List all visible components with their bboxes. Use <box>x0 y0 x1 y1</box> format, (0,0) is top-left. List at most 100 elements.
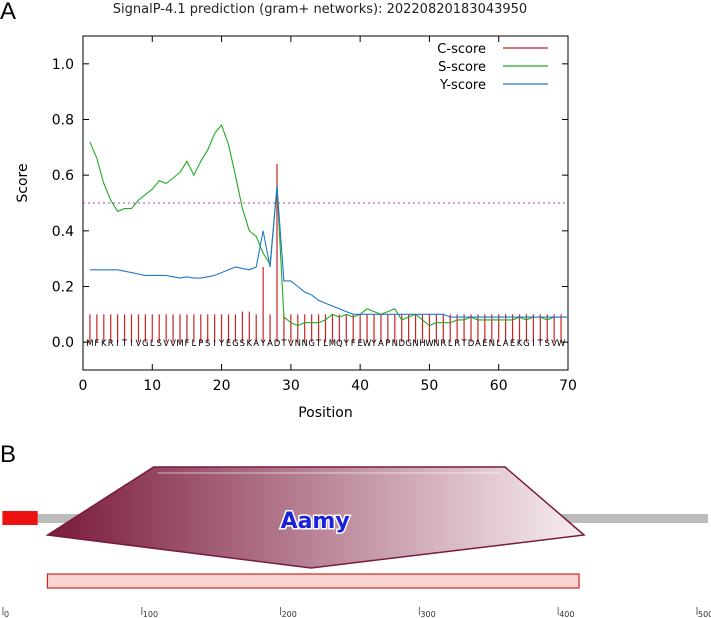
residue-label: T <box>121 339 128 349</box>
residue-label: K <box>517 339 523 349</box>
residue-label: W <box>363 339 372 349</box>
signal-peptide-block <box>2 511 38 525</box>
residue-label: G <box>308 339 315 349</box>
scale-tick-label: 400 <box>559 610 574 618</box>
residue-label: T <box>537 339 544 349</box>
residue-label: T <box>315 339 322 349</box>
x-axis-label: Position <box>298 405 353 421</box>
residue-label: K <box>246 339 252 349</box>
residue-label: Y <box>343 339 350 349</box>
y-tick-label: 0.8 <box>52 113 74 129</box>
residue-label: D <box>398 339 405 349</box>
residue-label: G <box>142 339 149 349</box>
residue-label: L <box>323 339 328 349</box>
residue-label: H <box>419 339 425 349</box>
legend-label: Y-score <box>439 78 486 93</box>
residue-label: M <box>176 339 183 349</box>
residue-label: G <box>405 339 412 349</box>
residue-label: V <box>163 339 169 349</box>
residue-label: Q <box>336 339 343 349</box>
s-score-line <box>89 124 568 327</box>
residue-label: G <box>523 339 530 349</box>
residue-label: N <box>302 339 308 349</box>
residue-label: L <box>150 339 155 349</box>
residue-label: F <box>351 339 356 349</box>
residue-label: T <box>460 339 467 349</box>
residue-label: L <box>191 339 196 349</box>
residue-label: A <box>503 339 509 349</box>
residue-label: N <box>295 339 301 349</box>
x-tick-label: 40 <box>351 378 369 394</box>
region-box <box>46 573 580 589</box>
residue-label: I <box>116 339 119 349</box>
residue-label: V <box>136 339 142 349</box>
residue-label: G <box>232 339 239 349</box>
signalp-chart: SignalP-4.1 prediction (gram+ networks):… <box>15 2 577 421</box>
residue-label: A <box>475 339 481 349</box>
residue-label: D <box>274 339 281 349</box>
legend-label: C-score <box>437 42 486 57</box>
panel-label-b: B <box>0 441 17 468</box>
residue-label: K <box>101 339 107 349</box>
residue-label: W <box>425 339 434 349</box>
legend-label: S-score <box>438 60 486 75</box>
residue-label: S <box>205 339 210 349</box>
residue-label: S <box>545 339 550 349</box>
y-tick-label: 1.0 <box>52 57 74 73</box>
scale-tick-label: 0 <box>4 610 9 618</box>
y-tick-label: 0.2 <box>52 280 74 296</box>
residue-label: L <box>448 339 453 349</box>
x-tick-label: 10 <box>143 378 161 394</box>
residue-label: P <box>385 339 390 349</box>
residue-label: M <box>329 339 336 349</box>
residue-label: N <box>412 339 418 349</box>
panel-label-a: A <box>0 0 17 25</box>
scale-tick-label: 200 <box>282 610 297 618</box>
residue-label: F <box>94 339 99 349</box>
residue-label: Y <box>370 339 377 349</box>
scale-tick-label: 100 <box>143 610 158 618</box>
domain-label: Aamy <box>281 509 350 534</box>
residue-label: Y <box>218 339 225 349</box>
x-tick-label: 70 <box>559 378 577 394</box>
y-tick-label: 0.6 <box>52 168 74 184</box>
residue-label: A <box>253 339 259 349</box>
residue-label: E <box>357 339 362 349</box>
x-tick-label: 0 <box>79 378 88 394</box>
residue-label: E <box>482 339 487 349</box>
scale-tick-label: 300 <box>420 610 435 618</box>
residue-label: D <box>468 339 475 349</box>
residue-label: V <box>551 339 557 349</box>
residue-label: E <box>510 339 515 349</box>
residue-label: R <box>454 339 460 349</box>
residue-label: S <box>240 339 245 349</box>
residue-label: T <box>280 339 287 349</box>
x-tick-label: 30 <box>282 378 300 394</box>
residue-label: P <box>198 339 203 349</box>
x-tick-label: 20 <box>213 378 231 394</box>
residue-label: I <box>213 339 216 349</box>
residue-label: L <box>496 339 501 349</box>
residue-label: N <box>489 339 495 349</box>
residue-label: I <box>130 339 133 349</box>
residue-label: A <box>267 339 273 349</box>
y-axis-label: Score <box>15 163 31 202</box>
residue-label: F <box>184 339 189 349</box>
residue-label: I <box>532 339 535 349</box>
residue-label: V <box>288 339 294 349</box>
aamy-domain-shape <box>45 466 586 569</box>
residue-label: M <box>86 339 93 349</box>
residue-label: R <box>440 339 446 349</box>
y-score-line <box>89 186 568 318</box>
chart-title: SignalP-4.1 prediction (gram+ networks):… <box>113 2 527 17</box>
residue-label: Y <box>260 339 267 349</box>
y-tick-label: 0.4 <box>52 224 74 240</box>
residue-label: V <box>170 339 176 349</box>
domain-map: Aamy 0 100 200 300 400 500 <box>2 466 711 618</box>
scale-tick-label: 500 <box>698 610 711 618</box>
residue-label: S <box>157 339 162 349</box>
residue-label: N <box>392 339 398 349</box>
residue-label: A <box>378 339 384 349</box>
residue-label: E <box>226 339 231 349</box>
residue-label: R <box>108 339 114 349</box>
